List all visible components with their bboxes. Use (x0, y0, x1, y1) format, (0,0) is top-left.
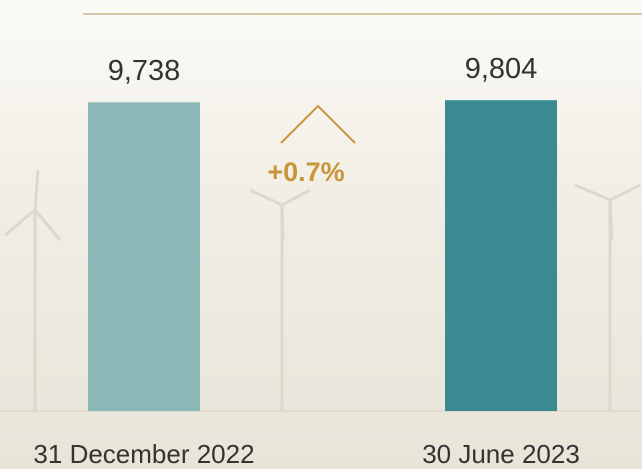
bar (88, 102, 200, 411)
x-tick-label: 31 December 2022 (33, 439, 254, 469)
change-annotation: +0.7% (267, 157, 344, 187)
chart: +0.7% 9,738 31 December 2022 9,804 30 June … (0, 0, 642, 469)
value-label: 9,738 (108, 55, 181, 87)
bar (445, 100, 557, 411)
value-label: 9,804 (465, 53, 538, 85)
x-tick-label: 30 June 2023 (422, 439, 580, 469)
